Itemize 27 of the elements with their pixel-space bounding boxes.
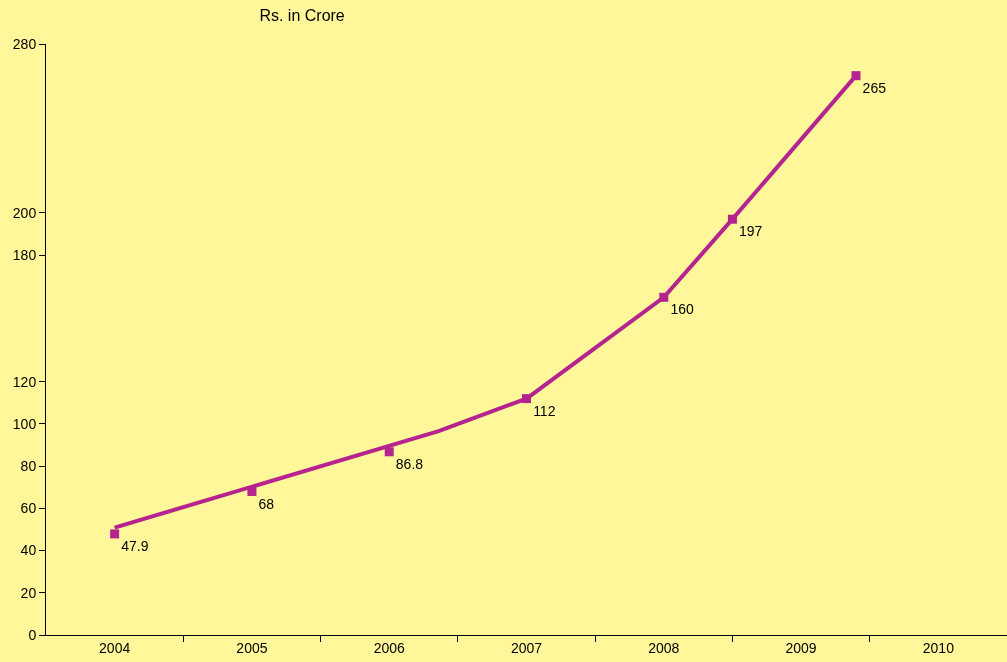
y-tick-label: 280 [12, 35, 37, 52]
point [384, 447, 394, 457]
chart-title: Rs. in Crore [259, 7, 345, 25]
y-tick-label: 40 [20, 542, 37, 559]
y-tick-label: 80 [20, 458, 37, 475]
x-tick-label: 2009 [785, 639, 817, 656]
x-tick-label: 2006 [373, 639, 405, 656]
y-tick-label: 200 [12, 204, 37, 221]
y-tick-label: 0 [28, 626, 37, 643]
x-tick-label: 2005 [236, 639, 268, 656]
data-label: 112 [533, 402, 556, 419]
x-tick-label: 2008 [648, 639, 680, 656]
y-tick-label: 20 [20, 584, 37, 601]
data-label: 47.9 [121, 538, 149, 555]
data-label: 265 [862, 79, 887, 96]
point [110, 529, 120, 539]
x-tick-label: 2004 [99, 639, 131, 656]
data-label: 197 [739, 223, 763, 240]
x-tick-label: 2007 [510, 639, 543, 656]
y-tick-label: 120 [12, 373, 37, 390]
data-label: 86.8 [395, 455, 424, 472]
y-tick-label: 100 [12, 415, 37, 432]
y-tick-label: 60 [20, 500, 37, 517]
data-label: 160 [670, 301, 694, 318]
x-tick-label: 2010 [922, 639, 955, 656]
y-tick-label: 180 [12, 246, 37, 263]
data-label: 68 [258, 495, 275, 512]
